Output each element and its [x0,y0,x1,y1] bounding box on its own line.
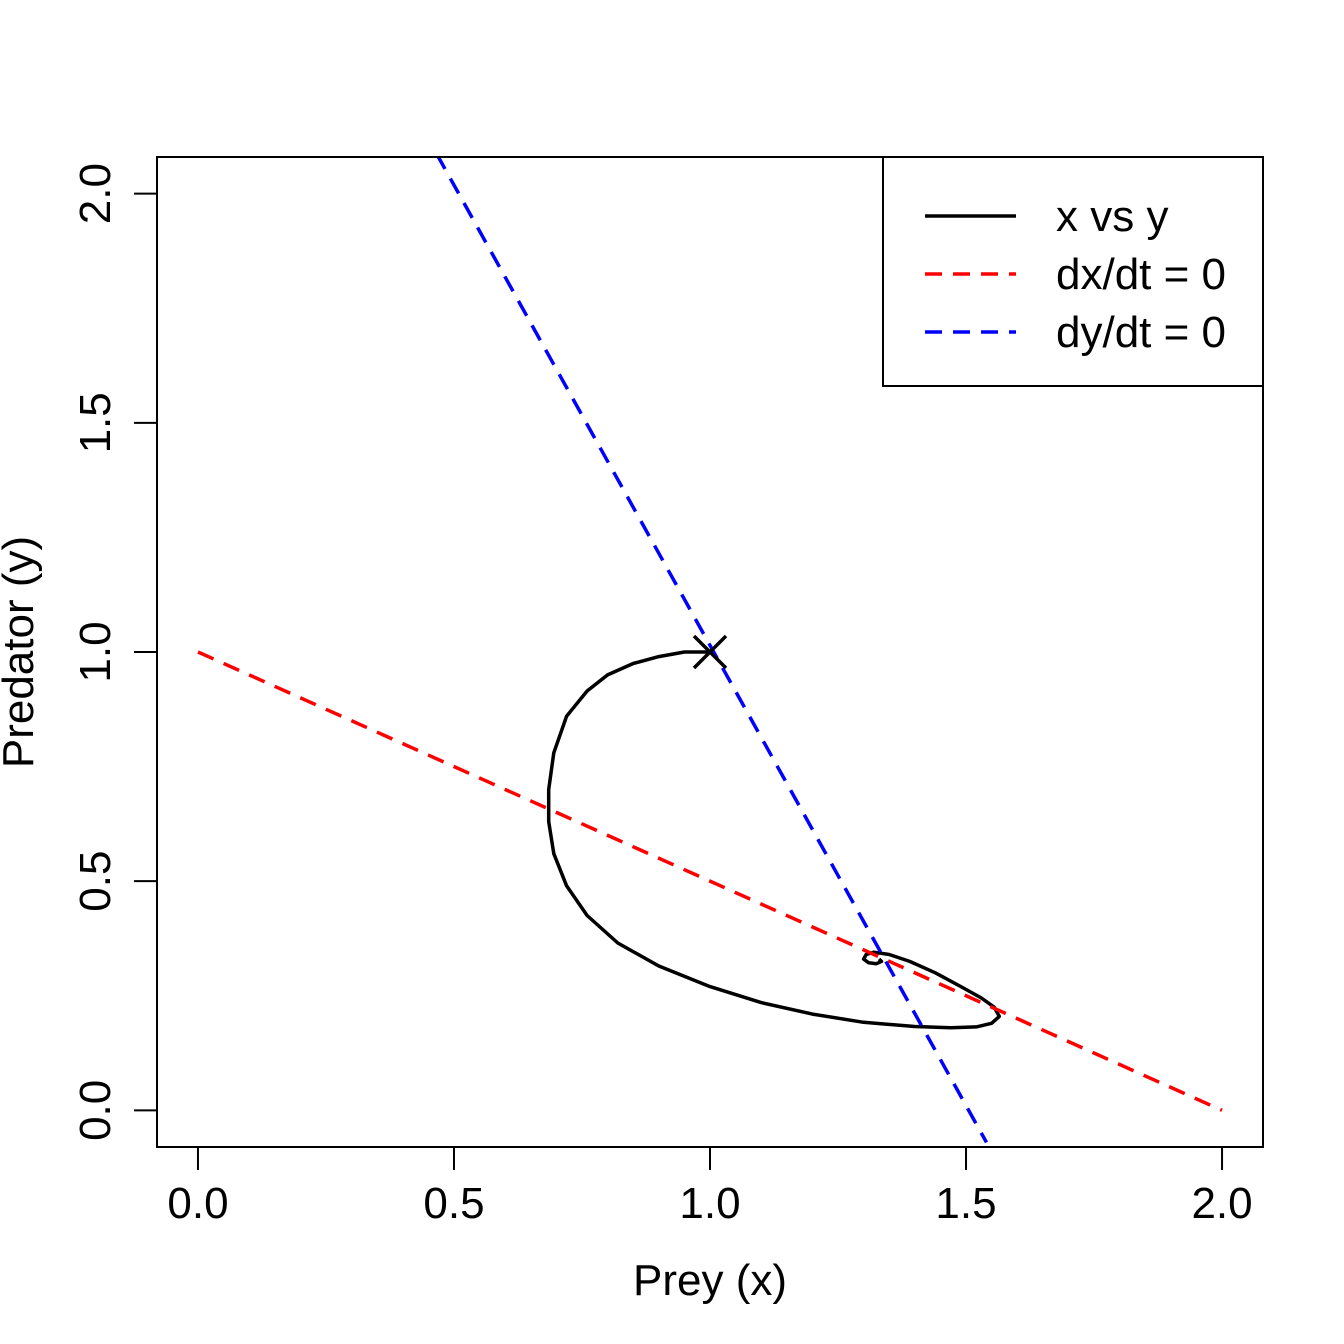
legend-label-dy-dt-0: dy/dt = 0 [1056,308,1226,357]
start-marker-layer [692,634,728,670]
x-tick-label: 0.0 [167,1179,228,1228]
legend-box [882,156,1264,387]
y-tick-label: 2.0 [71,163,120,224]
series-dy-dt-0 [436,157,989,1144]
x-tick-label: 1.0 [679,1179,740,1228]
series-x-vs-y [546,650,1002,1030]
x-tick-label: 1.5 [935,1179,996,1228]
y-tick-label: 1.0 [71,621,120,682]
y-axis-label: Predator (y) [0,536,43,768]
legend-label-x-vs-y: x vs y [1056,192,1168,241]
x-tick-label: 0.5 [423,1179,484,1228]
y-tick-label: 0.5 [71,851,120,912]
legend: x vs y dx/dt = 0 dy/dt = 0 [882,156,1264,387]
start-point-marker [692,634,728,670]
legend-label-dx-dt-0: dx/dt = 0 [1056,250,1226,299]
plot-series [197,157,1223,1144]
plot-frame [156,156,1264,1148]
x-tick-label: 2.0 [1191,1179,1252,1228]
y-tick-label: 1.5 [71,392,120,453]
y-tick-label: 0.0 [71,1080,120,1141]
series-dx-dt-0 [197,650,1223,1112]
x-axis-label: Prey (x) [633,1256,787,1305]
